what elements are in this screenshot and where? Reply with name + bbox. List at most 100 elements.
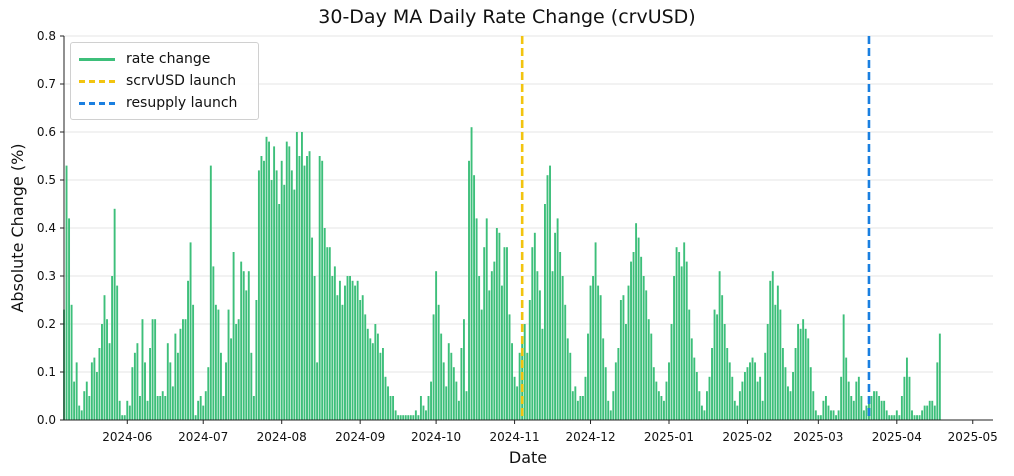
bar — [890, 415, 893, 420]
bar — [589, 285, 592, 420]
legend-swatch-dash-icon — [79, 101, 115, 105]
bar — [926, 405, 929, 420]
bar — [587, 333, 589, 420]
bar — [716, 314, 719, 420]
bar — [176, 352, 179, 420]
bar — [128, 405, 131, 420]
bar — [528, 300, 531, 420]
y-tick-label: 0.3 — [37, 269, 56, 283]
bar — [219, 352, 222, 420]
bar — [247, 271, 250, 420]
x-axis-title: Date — [509, 448, 547, 467]
bar — [609, 410, 612, 420]
bar — [511, 343, 513, 420]
bar — [414, 410, 417, 420]
bar — [599, 295, 602, 420]
bar — [136, 343, 139, 420]
bar — [214, 304, 217, 420]
bar — [812, 391, 815, 420]
x-tick-label: 2024-06 — [102, 430, 152, 444]
bar — [447, 343, 450, 420]
bar — [483, 247, 486, 420]
x-tick-label: 2024-12 — [565, 430, 615, 444]
bar — [164, 396, 167, 420]
bar — [655, 381, 658, 420]
bar — [743, 372, 746, 420]
bar — [928, 400, 931, 420]
bar — [88, 396, 91, 420]
bar — [931, 400, 934, 420]
bar — [364, 314, 367, 420]
bar — [746, 367, 749, 420]
bar — [619, 300, 622, 420]
bar — [85, 381, 88, 420]
bar — [283, 184, 286, 420]
bar — [566, 338, 569, 420]
bar — [470, 127, 473, 420]
bar — [880, 400, 883, 420]
bar — [465, 391, 468, 420]
bar — [698, 391, 701, 420]
bar — [242, 271, 245, 420]
bar — [440, 333, 443, 420]
bar — [138, 396, 141, 420]
bar — [873, 391, 875, 420]
bar — [268, 141, 270, 420]
bar — [422, 405, 425, 420]
bar — [263, 160, 265, 421]
bar — [83, 391, 86, 420]
bar — [827, 405, 830, 420]
bar — [774, 304, 777, 420]
bar — [252, 396, 255, 420]
bar — [546, 175, 549, 420]
bar — [513, 376, 516, 420]
bar — [113, 208, 116, 420]
y-tick-label: 0.7 — [37, 77, 56, 91]
bar — [328, 247, 331, 420]
bar — [270, 180, 273, 420]
bar — [878, 396, 881, 420]
bar — [516, 386, 519, 420]
bar — [597, 285, 600, 420]
y-tick-label: 0.1 — [37, 365, 56, 379]
bar — [898, 415, 901, 420]
bar — [326, 247, 329, 420]
bar — [574, 386, 577, 420]
bar — [95, 372, 98, 420]
bar — [668, 362, 670, 420]
bar — [73, 381, 76, 420]
bar — [379, 352, 382, 420]
bar — [90, 362, 93, 420]
bar — [908, 376, 911, 420]
bar — [797, 324, 800, 420]
bar — [518, 352, 521, 420]
bar — [169, 362, 172, 420]
bar — [425, 410, 427, 420]
bar — [824, 396, 827, 420]
bar — [936, 362, 939, 420]
bar — [222, 396, 225, 420]
bar — [321, 160, 324, 421]
bar — [662, 400, 665, 420]
bar — [604, 367, 607, 420]
bar — [556, 218, 559, 420]
bar — [802, 319, 805, 420]
bar — [893, 415, 896, 420]
bar — [187, 280, 189, 420]
bar — [781, 348, 784, 420]
bar — [349, 276, 351, 420]
bar — [376, 333, 379, 420]
bar — [389, 396, 392, 420]
bar — [642, 276, 645, 420]
legend-swatch-line-icon — [79, 57, 115, 61]
bar — [374, 324, 377, 420]
bar — [463, 319, 465, 420]
bar — [369, 338, 372, 420]
bar — [298, 156, 301, 420]
bar — [862, 410, 865, 420]
bar — [569, 352, 572, 420]
bar — [151, 319, 154, 420]
bar — [895, 410, 898, 420]
bar — [764, 352, 767, 420]
bar — [706, 391, 708, 420]
